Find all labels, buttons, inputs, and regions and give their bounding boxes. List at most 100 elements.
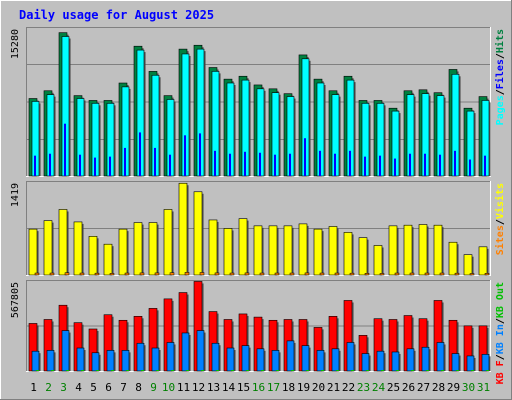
bar-files-shadow	[219, 73, 221, 176]
legend-entry: Visits	[494, 183, 506, 219]
x-tick-label: 6	[105, 381, 112, 394]
bar-visits-shadow	[52, 222, 54, 275]
bar-kb-in	[91, 352, 101, 372]
legend-entry: Pages	[495, 95, 506, 125]
bar-files	[31, 101, 41, 177]
bar-files-shadow	[189, 55, 191, 176]
bar-pages	[439, 154, 441, 176]
bar-sites	[274, 272, 280, 276]
bar-visits-body	[418, 224, 428, 276]
bar-kb-in-shadow	[279, 352, 281, 371]
bar-kb-out	[276, 370, 279, 371]
bar-kb-in-shadow	[264, 350, 266, 371]
bar-kb-out	[396, 370, 399, 371]
bar-files-shadow	[249, 82, 251, 176]
bar-visits-shadow	[157, 224, 159, 275]
bar-kb-f-shadow	[487, 327, 489, 371]
bar-pages	[124, 147, 126, 176]
bar-visits-body	[328, 226, 338, 276]
bar-kb-in	[106, 350, 116, 372]
bar-pages	[154, 147, 156, 176]
x-tick-label: 1	[30, 381, 37, 394]
bar-visits-body	[208, 219, 218, 276]
bar-kb-in-shadow	[429, 349, 431, 371]
bar-files-shadow	[354, 82, 356, 176]
bar-visits-body	[28, 228, 38, 276]
bar-pages	[109, 156, 111, 176]
x-tick-label: 3	[60, 381, 67, 394]
bar-sites	[244, 272, 250, 276]
bar-kb-in-shadow	[444, 344, 446, 371]
bar-pages	[394, 158, 396, 176]
bar-files	[241, 79, 251, 177]
bar-files	[316, 82, 326, 177]
bar-visits-body	[343, 232, 353, 276]
bar-pages	[244, 151, 246, 176]
bar-visits	[433, 224, 444, 276]
legend-entry: /	[495, 354, 506, 360]
bar-files-shadow	[309, 60, 311, 176]
x-tick-label: 28	[432, 381, 445, 394]
bar-kb-in-body	[31, 350, 40, 372]
bar-kb-f-shadow	[97, 330, 99, 371]
bar-kb-in-body	[421, 346, 430, 372]
bar-visits-shadow	[67, 211, 69, 275]
bar-sites	[379, 273, 385, 276]
bar-pages	[184, 135, 186, 176]
bar-kb-in-shadow	[354, 344, 356, 371]
bar-files-shadow	[84, 100, 86, 176]
bar-files	[331, 94, 341, 177]
bar-kb-in-body	[436, 342, 445, 372]
legend-entry: KB F	[495, 360, 506, 384]
bar-kb-out	[96, 370, 99, 371]
x-tick-label: 21	[327, 381, 340, 394]
bar-visits	[88, 236, 99, 276]
bar-sites	[484, 273, 490, 276]
bar-files	[106, 103, 116, 177]
bar-kb-in	[436, 342, 446, 372]
bar-kb-in-body	[391, 351, 400, 372]
bar-sites	[334, 272, 340, 276]
bar-visits-shadow	[217, 221, 219, 275]
bar-kb-in-shadow	[234, 350, 236, 371]
x-tick-label: 8	[135, 381, 142, 394]
bar-kb-f-shadow	[412, 317, 414, 371]
bar-kb-in-body	[196, 330, 205, 372]
bar-kb-in	[481, 354, 491, 372]
bar-sites	[169, 272, 175, 276]
bar-kb-out	[201, 370, 204, 371]
bar-kb-f-shadow	[172, 300, 174, 371]
bar-files-shadow	[264, 90, 266, 176]
bar-sites	[109, 273, 115, 276]
bar-visits-shadow	[112, 246, 114, 275]
bar-visits-body	[178, 182, 188, 276]
bar-visits-body	[448, 241, 458, 276]
x-tick-label: 7	[120, 381, 127, 394]
bar-visits-body	[358, 237, 368, 276]
bar-visits	[358, 237, 369, 276]
bar-visits-body	[283, 225, 293, 276]
bar-visits-body	[163, 209, 173, 276]
bar-kb-in	[211, 342, 221, 372]
bar-files-shadow	[444, 97, 446, 176]
bar-files	[391, 110, 401, 177]
bar-visits-shadow	[127, 231, 129, 275]
bar-files	[151, 74, 161, 177]
bar-kb-in-shadow	[489, 356, 491, 371]
bar-files-shadow	[474, 113, 476, 176]
bar-files	[346, 79, 356, 177]
bar-files-shadow	[69, 38, 71, 176]
legend-entry: Files	[494, 59, 506, 89]
bar-kb-out	[291, 370, 294, 371]
bar-kb-f-shadow	[337, 318, 339, 371]
bar-kb-f-shadow	[127, 322, 129, 371]
bar-files-shadow	[369, 105, 371, 176]
bar-files	[481, 100, 491, 177]
bar-kb-out	[111, 370, 114, 371]
bar-sites	[34, 272, 40, 276]
bar-pages	[319, 150, 321, 176]
bar-kb-in	[181, 332, 191, 372]
bar-kb-out	[171, 370, 174, 371]
legend-entry: Hits	[494, 29, 506, 53]
bar-files	[181, 53, 191, 177]
